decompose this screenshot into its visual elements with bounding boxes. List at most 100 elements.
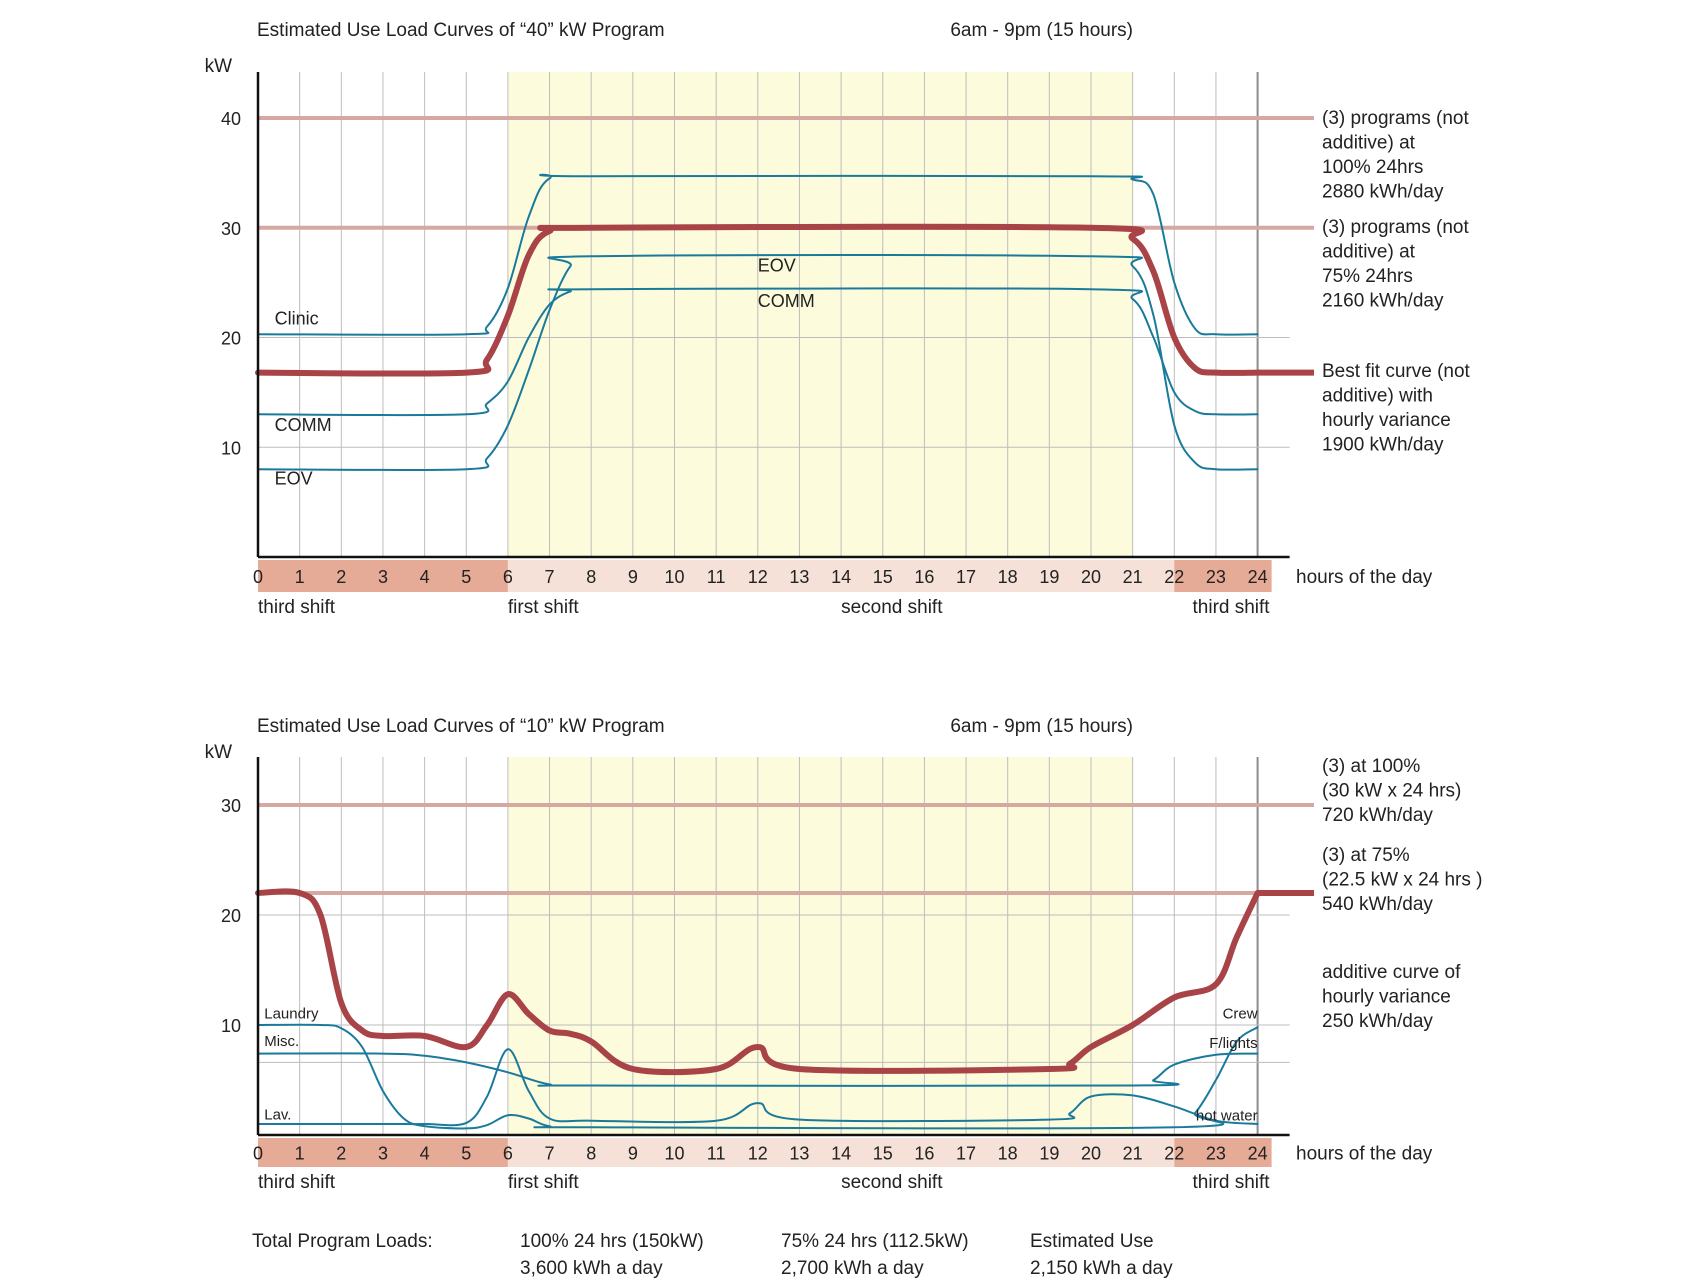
x-tick-label: 2 <box>336 1144 346 1164</box>
series-line-best-fit <box>255 888 1261 1076</box>
y-tick-label: 30 <box>221 796 241 816</box>
best-fit-annotation: additive) with <box>1322 386 1433 407</box>
y-tick-label: 10 <box>221 1016 241 1036</box>
reference-annotation-30: 75% 24hrs <box>1322 266 1413 287</box>
series-label-clinic: Clinic <box>275 308 319 328</box>
series-line-lav- <box>257 1048 1259 1127</box>
x-tick-label: 21 <box>1123 1144 1143 1164</box>
chart-title: Estimated Use Load Curves of “40” kW Pro… <box>257 20 665 41</box>
best-fit-annotation: 1900 kWh/day <box>1322 435 1444 456</box>
x-tick-label: 6 <box>503 1144 513 1164</box>
reference-annotation-40: 100% 24hrs <box>1322 157 1423 178</box>
series-label-hot-water: hot water <box>1196 1108 1258 1125</box>
x-tick-label: 7 <box>545 1144 555 1164</box>
series-label-crew: Crew <box>1223 1005 1258 1022</box>
x-tick-label: 3 <box>378 1144 388 1164</box>
x-tick-label: 13 <box>789 567 809 587</box>
series-line-clinic <box>257 173 1259 336</box>
totals-estimated-line1: Estimated Use <box>1030 1231 1154 1252</box>
x-tick-label: 23 <box>1206 1144 1226 1164</box>
totals-col-estimated: Estimated Use 2,150 kWh a day <box>1030 1228 1173 1282</box>
series-line-comm <box>257 287 1259 417</box>
reference-annotation-40: additive) at <box>1322 133 1416 154</box>
x-tick-label: 19 <box>1039 567 1059 587</box>
x-tick-label: 24 <box>1248 1144 1268 1164</box>
reference-annotation-30: additive) at <box>1322 242 1416 263</box>
series-label-comm: COMM <box>275 415 332 435</box>
series-label-misc-: Misc. <box>264 1033 299 1050</box>
x-tick-label: 14 <box>831 1144 851 1164</box>
series-label-eov: EOV <box>275 469 313 489</box>
totals-col-100pct: 100% 24 hrs (150kW) 3,600 kWh a day <box>520 1228 704 1282</box>
x-tick-label: 9 <box>628 1144 638 1164</box>
reference-annotation-22: (22.5 kW x 24 hrs ) <box>1322 870 1483 891</box>
x-tick-label: 22 <box>1164 567 1184 587</box>
series-label-f-lights: F/lights <box>1209 1035 1257 1052</box>
reference-annotation-30: (3) programs (not <box>1322 217 1469 238</box>
x-axis-label: hours of the day <box>1296 1144 1433 1165</box>
x-tick-label: 0 <box>253 567 263 587</box>
x-tick-label: 0 <box>253 1144 263 1164</box>
daytime-highlight-band <box>507 757 1133 1135</box>
x-tick-label: 3 <box>378 567 388 587</box>
x-tick-label: 10 <box>664 567 684 587</box>
x-tick-label: 21 <box>1123 567 1143 587</box>
chart-40kw-program: third shift first shift second shift third … <box>205 20 1471 618</box>
shift-label-third-shift: third shift <box>1193 1172 1271 1193</box>
best-fit-annotation: 250 kWh/day <box>1322 1011 1433 1032</box>
x-tick-label: 18 <box>998 1144 1018 1164</box>
series-label-laundry: Laundry <box>264 1005 319 1022</box>
series-line-best-fit <box>255 223 1261 377</box>
shift-bar-second-shift <box>841 1138 1175 1167</box>
shift-bar-first-shift <box>507 1138 842 1167</box>
x-tick-label: 17 <box>956 567 976 587</box>
x-tick-label: 2 <box>336 567 346 587</box>
daytime-highlight-band <box>507 72 1133 557</box>
y-axis-label: kW <box>205 742 233 763</box>
shift-bar-second-shift <box>841 560 1175 592</box>
x-tick-label: 15 <box>873 1144 893 1164</box>
shift-bar-third-shift <box>1174 1138 1272 1167</box>
chart-title: Estimated Use Load Curves of “10” kW Pro… <box>257 716 665 737</box>
series-label-lav-: Lav. <box>264 1107 291 1124</box>
shift-label-second-shift: second shift <box>841 597 943 618</box>
reference-annotation-30: (30 kW x 24 hrs) <box>1322 781 1461 802</box>
series-label-comm: COMM <box>758 291 815 311</box>
x-tick-label: 5 <box>461 567 471 587</box>
x-tick-label: 22 <box>1164 1144 1184 1164</box>
chart-subtitle: 6am - 9pm (15 hours) <box>950 20 1133 41</box>
x-tick-label: 20 <box>1081 1144 1101 1164</box>
x-tick-label: 5 <box>461 1144 471 1164</box>
x-tick-label: 24 <box>1248 567 1268 587</box>
shift-bar-third-shift <box>1174 560 1272 592</box>
x-tick-label: 12 <box>748 1144 768 1164</box>
x-tick-label: 13 <box>789 1144 809 1164</box>
x-tick-label: 14 <box>831 567 851 587</box>
y-tick-label: 30 <box>221 219 241 239</box>
x-axis-label: hours of the day <box>1296 567 1433 588</box>
best-fit-annotation: additive curve of <box>1322 962 1461 983</box>
y-tick-label: 40 <box>221 109 241 129</box>
series-line-eov <box>257 254 1259 471</box>
reference-annotation-30: 720 kWh/day <box>1322 805 1433 826</box>
shift-label-third-shift: third shift <box>1193 597 1271 618</box>
x-tick-label: 1 <box>295 567 305 587</box>
best-fit-annotation: Best fit curve (not <box>1322 361 1471 382</box>
x-tick-label: 18 <box>998 567 1018 587</box>
y-tick-label: 20 <box>221 906 241 926</box>
totals-estimated-line2: 2,150 kWh a day <box>1030 1258 1173 1279</box>
x-tick-label: 10 <box>664 1144 684 1164</box>
reference-annotation-40: 2880 kWh/day <box>1322 182 1444 203</box>
reference-annotation-30: 2160 kWh/day <box>1322 291 1444 312</box>
totals-col-75pct: 75% 24 hrs (112.5kW) 2,700 kWh a day <box>781 1228 969 1282</box>
best-fit-annotation: hourly variance <box>1322 987 1451 1008</box>
reference-annotation-22: 540 kWh/day <box>1322 894 1433 915</box>
totals-label-text: Total Program Loads: <box>252 1231 433 1252</box>
series-line-misc- <box>257 1052 1259 1087</box>
series-label-eov: EOV <box>758 256 796 276</box>
x-tick-label: 17 <box>956 1144 976 1164</box>
x-tick-label: 9 <box>628 567 638 587</box>
shift-label-first-shift: first shift <box>508 597 579 618</box>
totals-75pct-line2: 2,700 kWh a day <box>781 1258 924 1279</box>
